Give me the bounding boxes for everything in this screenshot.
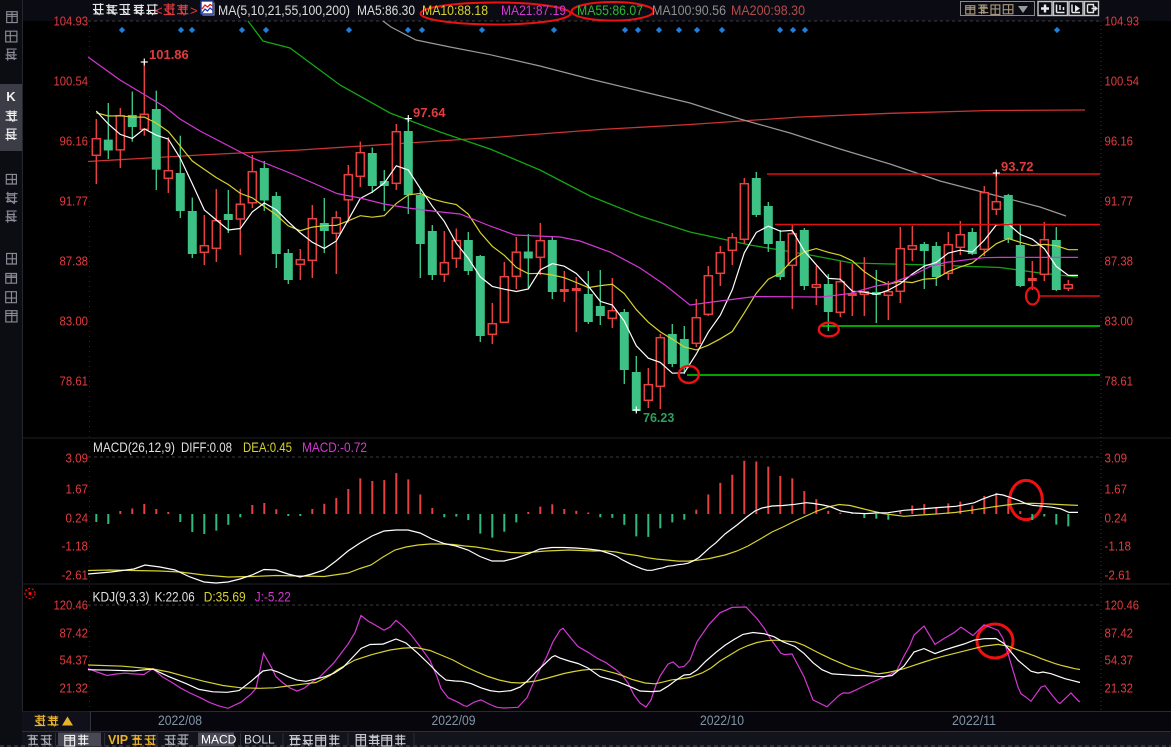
svg-text:76.23: 76.23 xyxy=(643,411,674,425)
svg-text:83.00: 83.00 xyxy=(60,314,89,329)
svg-text:DEA:0.45: DEA:0.45 xyxy=(243,439,292,455)
svg-text:MA21:87.19: MA21:87.19 xyxy=(501,2,566,18)
svg-text:78.61: 78.61 xyxy=(60,374,89,389)
svg-text:97.64: 97.64 xyxy=(413,105,446,120)
svg-text:MA10:88.18: MA10:88.18 xyxy=(422,2,488,18)
svg-text:VIP: VIP xyxy=(108,733,128,747)
svg-text:83.00: 83.00 xyxy=(1105,314,1134,329)
svg-text:120.46: 120.46 xyxy=(1105,598,1140,613)
svg-text:<: < xyxy=(155,3,163,18)
svg-text:93.72: 93.72 xyxy=(1001,159,1034,174)
svg-text:96.16: 96.16 xyxy=(1105,134,1134,149)
svg-text:96.16: 96.16 xyxy=(60,134,89,149)
svg-text:K: K xyxy=(6,89,16,104)
svg-text:91.77: 91.77 xyxy=(60,194,89,209)
svg-text:0.24: 0.24 xyxy=(1105,511,1128,526)
svg-text:-2.61: -2.61 xyxy=(1105,568,1132,583)
svg-text:120.46: 120.46 xyxy=(54,598,89,613)
svg-text:2022/11: 2022/11 xyxy=(952,713,996,728)
svg-text:104.93: 104.93 xyxy=(1105,14,1140,29)
svg-text:1.67: 1.67 xyxy=(1105,482,1128,497)
svg-text:MACD: MACD xyxy=(201,733,237,747)
svg-text:3.09: 3.09 xyxy=(66,451,89,466)
svg-text:87.42: 87.42 xyxy=(1105,626,1134,641)
svg-text:K:22.06: K:22.06 xyxy=(155,589,195,605)
svg-text:1.67: 1.67 xyxy=(66,482,89,497)
svg-text:100.54: 100.54 xyxy=(1105,74,1140,89)
svg-text:J:-5.22: J:-5.22 xyxy=(255,589,291,605)
svg-text:DIFF:0.08: DIFF:0.08 xyxy=(181,439,232,455)
svg-text:MA(5,10,21,55,100,200): MA(5,10,21,55,100,200) xyxy=(218,2,350,18)
svg-text:-1.18: -1.18 xyxy=(1105,539,1132,554)
svg-text:MA55:86.07: MA55:86.07 xyxy=(577,2,643,18)
svg-text:2022/10: 2022/10 xyxy=(700,713,744,728)
svg-text:-1.18: -1.18 xyxy=(62,539,89,554)
svg-text:54.37: 54.37 xyxy=(1105,653,1134,668)
svg-text:91.77: 91.77 xyxy=(1105,194,1134,209)
svg-text:MA200:98.30: MA200:98.30 xyxy=(731,2,805,18)
svg-text:101.86: 101.86 xyxy=(149,47,189,62)
svg-text:MA100:90.56: MA100:90.56 xyxy=(652,2,726,18)
svg-text:87.38: 87.38 xyxy=(60,254,89,269)
svg-text:87.38: 87.38 xyxy=(1105,254,1134,269)
svg-text:0.24: 0.24 xyxy=(66,511,89,526)
svg-text:21.32: 21.32 xyxy=(1105,681,1134,696)
svg-text:54.37: 54.37 xyxy=(60,653,89,668)
svg-text:MACD:-0.72: MACD:-0.72 xyxy=(302,439,367,455)
svg-text:87.42: 87.42 xyxy=(60,626,89,641)
svg-text:21.32: 21.32 xyxy=(60,681,89,696)
svg-text:MACD(26,12,9): MACD(26,12,9) xyxy=(93,439,175,455)
svg-text:104.93: 104.93 xyxy=(54,14,89,29)
svg-text:78.61: 78.61 xyxy=(1105,374,1134,389)
svg-text:>: > xyxy=(190,3,198,18)
svg-text:BOLL: BOLL xyxy=(244,733,275,747)
svg-text:-2.61: -2.61 xyxy=(62,568,89,583)
svg-text:100.54: 100.54 xyxy=(54,74,89,89)
svg-text:D:35.69: D:35.69 xyxy=(204,589,246,605)
svg-text:3.09: 3.09 xyxy=(1105,451,1128,466)
svg-text:2022/08: 2022/08 xyxy=(158,713,202,728)
svg-text:MA5:86.30: MA5:86.30 xyxy=(357,2,415,18)
svg-text:KDJ(9,3,3): KDJ(9,3,3) xyxy=(93,589,150,605)
svg-text:2022/09: 2022/09 xyxy=(432,713,476,728)
